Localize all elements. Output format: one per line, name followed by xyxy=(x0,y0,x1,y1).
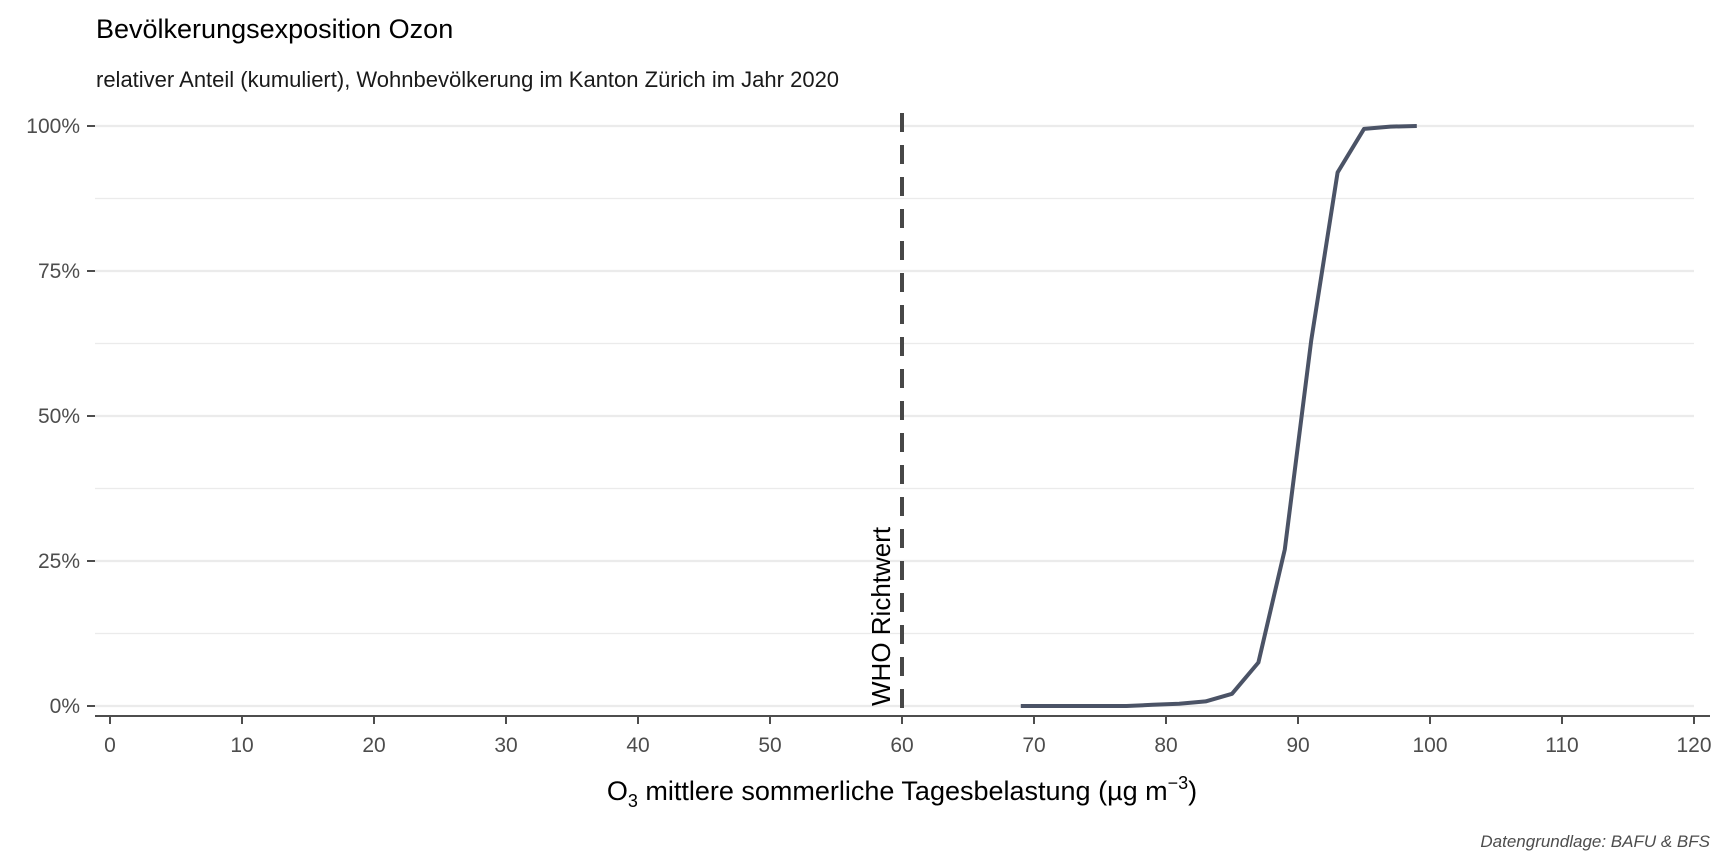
chart-subtitle: relativer Anteil (kumuliert), Wohnbevölk… xyxy=(96,67,839,92)
x-axis-title-main: O xyxy=(607,776,628,806)
chart-caption: Datengrundlage: BAFU & BFS xyxy=(1480,832,1710,851)
y-tick-label: 0% xyxy=(50,695,80,718)
series-line xyxy=(1020,124,1417,708)
x-tick-label: 60 xyxy=(890,734,913,757)
x-tick-label: 30 xyxy=(494,734,517,757)
reference-line-label: WHO Richtwert xyxy=(866,526,896,706)
y-axis: 0% 25% 50% 75% 100% xyxy=(26,115,95,718)
x-axis-title: O3 mittlere sommerliche Tagesbelastung (… xyxy=(607,773,1197,811)
x-tick-label: 110 xyxy=(1545,734,1578,757)
x-tick-label: 70 xyxy=(1022,734,1045,757)
chart-title: Bevölkerungsexposition Ozon xyxy=(96,14,453,44)
x-tick-label: 10 xyxy=(230,734,253,757)
x-tick-label: 50 xyxy=(758,734,781,757)
y-tick-label: 75% xyxy=(38,260,80,283)
x-tick-label: 0 xyxy=(104,734,116,757)
x-axis-title-close: ) xyxy=(1188,776,1197,806)
series-group xyxy=(1020,124,1417,708)
x-axis-title-subscript: 3 xyxy=(628,791,638,811)
x-tick-label: 20 xyxy=(362,734,385,757)
y-tick-label: 25% xyxy=(38,550,80,573)
y-tick-label: 50% xyxy=(38,405,80,428)
y-tick-label: 100% xyxy=(26,115,80,138)
x-tick-label: 40 xyxy=(626,734,649,757)
x-tick-label: 120 xyxy=(1676,734,1711,757)
x-axis: 0 10 20 30 40 50 60 70 80 90 100 110 120 xyxy=(104,716,1712,757)
x-axis-title-rest: mittlere sommerliche Tagesbelastung (µg … xyxy=(638,776,1168,806)
x-tick-label: 80 xyxy=(1154,734,1177,757)
x-axis-title-superscript: −3 xyxy=(1168,773,1189,793)
x-tick-label: 100 xyxy=(1412,734,1447,757)
gridlines xyxy=(95,124,1694,708)
x-tick-label: 90 xyxy=(1286,734,1309,757)
reference-line-group: WHO Richtwert xyxy=(866,113,904,716)
